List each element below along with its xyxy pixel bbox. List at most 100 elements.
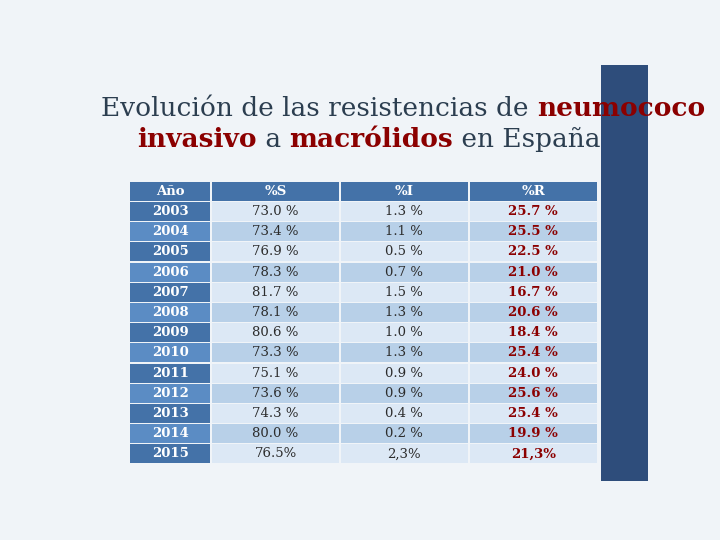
Text: 2005: 2005 <box>152 245 189 259</box>
Bar <box>341 363 468 382</box>
Text: 2004: 2004 <box>152 225 189 238</box>
Text: 75.1 %: 75.1 % <box>252 367 299 380</box>
Text: 73.6 %: 73.6 % <box>252 387 299 400</box>
Bar <box>212 404 339 423</box>
Bar <box>469 222 597 241</box>
Bar <box>469 444 597 463</box>
Text: 2003: 2003 <box>152 205 189 218</box>
Text: 21.0 %: 21.0 % <box>508 266 558 279</box>
Text: en España: en España <box>453 127 600 152</box>
Text: 25.4 %: 25.4 % <box>508 407 558 420</box>
Bar <box>341 283 468 302</box>
Bar <box>130 363 210 382</box>
Bar <box>212 444 339 463</box>
Text: 18.4 %: 18.4 % <box>508 326 558 339</box>
Text: 16.7 %: 16.7 % <box>508 286 558 299</box>
Bar <box>469 242 597 261</box>
Bar <box>212 182 339 201</box>
Text: 2010: 2010 <box>152 346 189 360</box>
Bar <box>130 424 210 443</box>
Bar <box>212 242 339 261</box>
Bar <box>130 283 210 302</box>
Text: 2011: 2011 <box>152 367 189 380</box>
Bar <box>130 384 210 403</box>
Text: 22.5 %: 22.5 % <box>508 245 558 259</box>
Bar <box>341 384 468 403</box>
Bar <box>212 384 339 403</box>
Text: 1.3 %: 1.3 % <box>385 205 423 218</box>
Text: 78.3 %: 78.3 % <box>252 266 299 279</box>
Text: 76.5%: 76.5% <box>254 447 297 461</box>
Text: 2008: 2008 <box>152 306 189 319</box>
Text: neumococo: neumococo <box>537 96 705 121</box>
Text: 2009: 2009 <box>152 326 189 339</box>
Text: 1.1 %: 1.1 % <box>385 225 423 238</box>
Bar <box>341 323 468 342</box>
Text: 20.6 %: 20.6 % <box>508 306 558 319</box>
Text: 0.7 %: 0.7 % <box>385 266 423 279</box>
Text: 81.7 %: 81.7 % <box>252 286 299 299</box>
Text: 2,3%: 2,3% <box>387 447 421 461</box>
Text: macrólidos: macrólidos <box>289 127 453 152</box>
Bar <box>212 363 339 382</box>
Bar <box>130 202 210 221</box>
Bar <box>341 444 468 463</box>
Text: 2015: 2015 <box>152 447 189 461</box>
Text: 2014: 2014 <box>152 427 189 440</box>
Bar <box>130 303 210 322</box>
Text: 73.4 %: 73.4 % <box>252 225 299 238</box>
Bar <box>341 222 468 241</box>
Bar <box>212 424 339 443</box>
Text: Evolución de las resistencias de: Evolución de las resistencias de <box>101 96 537 121</box>
Text: 2013: 2013 <box>152 407 189 420</box>
Text: 0.9 %: 0.9 % <box>385 387 423 400</box>
Bar <box>600 65 648 481</box>
Bar <box>469 424 597 443</box>
Bar <box>341 182 468 201</box>
Bar <box>212 262 339 281</box>
Bar <box>341 424 468 443</box>
Text: 74.3 %: 74.3 % <box>252 407 299 420</box>
Bar <box>341 242 468 261</box>
Bar <box>130 242 210 261</box>
Bar <box>469 182 597 201</box>
Bar <box>212 323 339 342</box>
Text: 1.0 %: 1.0 % <box>385 326 423 339</box>
Bar <box>341 262 468 281</box>
Text: 78.1 %: 78.1 % <box>252 306 299 319</box>
Bar <box>130 262 210 281</box>
Text: %R: %R <box>521 185 545 198</box>
Text: 2007: 2007 <box>152 286 189 299</box>
Text: 73.0 %: 73.0 % <box>252 205 299 218</box>
Text: 19.9 %: 19.9 % <box>508 427 558 440</box>
Text: 0.4 %: 0.4 % <box>385 407 423 420</box>
Text: %I: %I <box>395 185 414 198</box>
Text: 1.5 %: 1.5 % <box>385 286 423 299</box>
Text: 25.6 %: 25.6 % <box>508 387 558 400</box>
Text: 21,3%: 21,3% <box>510 447 556 461</box>
Bar <box>469 343 597 362</box>
Bar <box>469 363 597 382</box>
Bar <box>469 262 597 281</box>
Bar <box>212 222 339 241</box>
Text: 0.2 %: 0.2 % <box>385 427 423 440</box>
Text: Año: Año <box>156 185 184 198</box>
Bar <box>130 444 210 463</box>
Bar <box>469 303 597 322</box>
Bar <box>212 202 339 221</box>
Bar <box>130 404 210 423</box>
Bar <box>130 323 210 342</box>
Text: 80.0 %: 80.0 % <box>253 427 299 440</box>
Text: 73.3 %: 73.3 % <box>252 346 299 360</box>
Text: 0.5 %: 0.5 % <box>385 245 423 259</box>
Bar <box>212 343 339 362</box>
Bar <box>469 323 597 342</box>
Text: 76.9 %: 76.9 % <box>252 245 299 259</box>
Text: 0.9 %: 0.9 % <box>385 367 423 380</box>
Bar <box>341 404 468 423</box>
Bar <box>341 202 468 221</box>
Text: %S: %S <box>264 185 287 198</box>
Bar <box>212 283 339 302</box>
Bar <box>130 182 210 201</box>
Text: invasivo: invasivo <box>138 127 257 152</box>
